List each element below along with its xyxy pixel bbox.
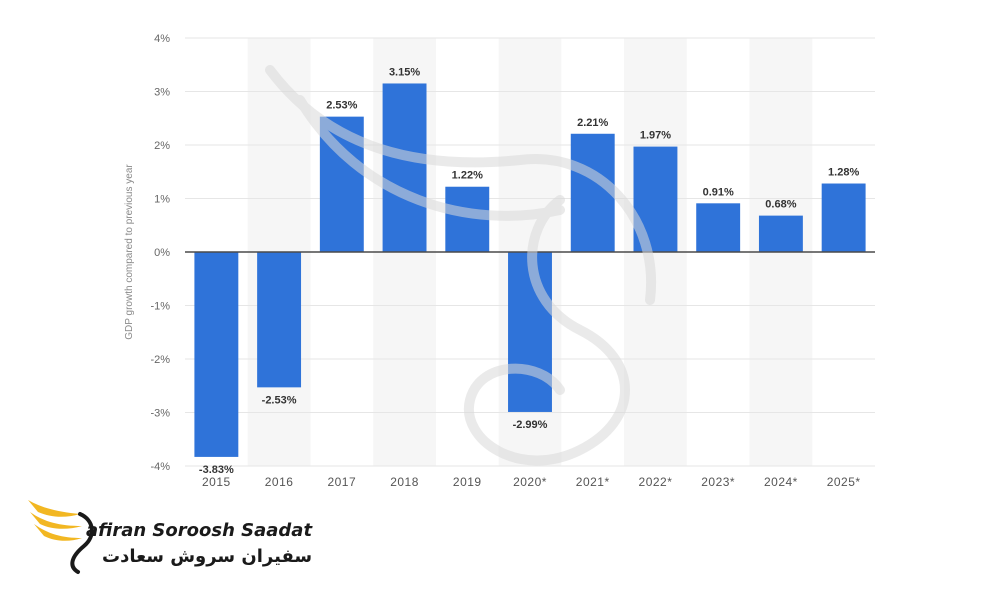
y-tick-label: 1% <box>154 194 170 206</box>
y-tick-label: -1% <box>150 301 170 313</box>
bar-2018 <box>382 83 427 252</box>
x-tick-label: 2019 <box>453 475 482 489</box>
data-label: -3.83% <box>199 464 234 476</box>
data-label: 3.15% <box>389 66 420 78</box>
x-tick-label: 2023* <box>701 475 735 489</box>
x-tick-label: 2024* <box>764 475 798 489</box>
x-tick-label: 2016 <box>265 475 294 489</box>
brand-logo: afiran Soroosh Saadat سفیران سروش سعادت <box>22 494 312 578</box>
y-tick-label: 2% <box>154 140 170 152</box>
brand-name-fa: سفیران سروش سعادت <box>102 546 313 567</box>
x-axis-ticks: 2015 2016 2017 2018 2019 2020* 2021* 2022* 2023*… <box>202 475 861 489</box>
swan-wing-icon <box>28 500 94 574</box>
y-axis-label: GDP growth compared to previous year <box>124 164 135 340</box>
data-label: 1.22% <box>452 170 483 182</box>
x-tick-label: 2022* <box>639 475 673 489</box>
bar-2023 <box>696 203 741 252</box>
x-tick-label: 2025* <box>827 475 861 489</box>
data-label: 0.91% <box>703 186 734 198</box>
y-tick-label: 3% <box>154 87 170 99</box>
y-tick-label: -2% <box>150 354 170 366</box>
y-tick-label: 0% <box>154 247 170 259</box>
y-tick-label: 4% <box>154 33 170 45</box>
data-label: -2.99% <box>513 419 548 431</box>
x-tick-label: 2021* <box>576 475 610 489</box>
data-label: 1.28% <box>828 167 859 179</box>
data-label: 2.21% <box>577 117 608 129</box>
swan-watermark-icon <box>265 65 657 466</box>
brand-name-en: afiran Soroosh Saadat <box>86 520 313 541</box>
y-axis-ticks: 4% 3% 2% 1% 0% -1% -2% -3% -4% <box>150 33 170 473</box>
data-label: 1.97% <box>640 130 671 142</box>
data-labels: -3.83% -2.53% 2.53% 3.15% 1.22% -2.99% 2.21% 1.… <box>199 66 860 475</box>
data-label: 2.53% <box>326 100 357 112</box>
bar-2016 <box>257 252 302 388</box>
x-tick-label: 2020* <box>513 475 547 489</box>
bar-2015 <box>194 252 239 457</box>
y-tick-label: -4% <box>150 461 170 473</box>
x-tick-label: 2018 <box>390 475 419 489</box>
bar-2025 <box>821 183 866 252</box>
x-tick-label: 2015 <box>202 475 231 489</box>
data-label: 0.68% <box>765 199 796 211</box>
y-tick-label: -3% <box>150 408 170 420</box>
data-label: -2.53% <box>262 394 297 406</box>
x-tick-label: 2017 <box>327 475 356 489</box>
bar-2021 <box>570 133 615 252</box>
bar-2024 <box>758 215 803 252</box>
